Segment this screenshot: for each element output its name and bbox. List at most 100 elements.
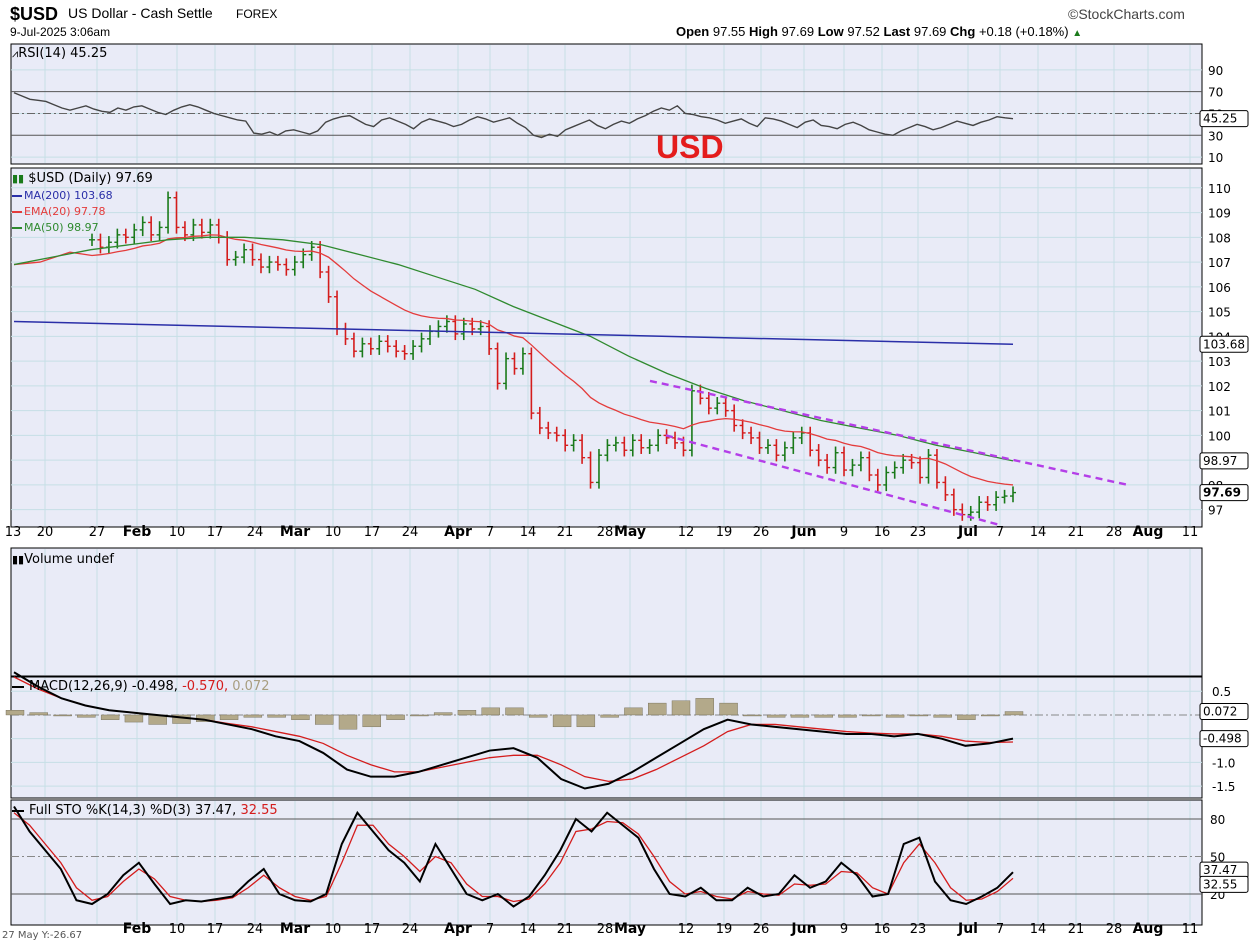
macd-hist-bar-38	[909, 714, 929, 717]
ma50-line	[13, 236, 1014, 462]
macd-marker-1-box	[1199, 730, 1249, 748]
panel-bg-price	[10, 167, 1203, 528]
panel-bg-macd	[10, 676, 1203, 799]
macd-hist-bar-21	[505, 707, 524, 716]
rsi-label: ⩘RSI(14) 45.25	[12, 46, 108, 61]
macd-hist-bar-27	[648, 702, 667, 716]
macd-hist-bar-34	[814, 714, 833, 718]
legend-ma50: MA(50) 98.97	[12, 220, 113, 236]
macd-hist-bar-29	[695, 698, 714, 716]
macd-hist-bar-37	[885, 714, 905, 718]
ohlc-readout: Open 97.55 High 97.69 Low 97.52 Last 97.…	[676, 24, 1082, 39]
macd-hist-bar-11	[267, 714, 286, 718]
x-label-0-10: 24	[402, 525, 419, 540]
macd-hist-bar-33	[790, 714, 810, 718]
macd-tick-0: 0.5	[1212, 685, 1231, 699]
x-label-1-17: 12	[678, 922, 695, 937]
rsi-last-marker: 45.25	[1203, 112, 1237, 126]
sto-marker-0: 37.47	[1203, 863, 1237, 877]
trendline-upper	[649, 379, 1129, 487]
rsi-tick-70: 70	[1208, 86, 1223, 100]
x-label-0-19: 26	[753, 525, 770, 540]
price-marker-2: 97.69	[1203, 486, 1241, 500]
x-label-1-9: 17	[364, 922, 381, 937]
legend-ema20-text: EMA(20) 97.78	[24, 205, 106, 218]
candles-icon: ▮▮	[12, 172, 25, 185]
x-label-0-13: 14	[520, 525, 537, 540]
corner-note: 27 May Y:-26.67	[2, 930, 83, 941]
price-tick-102: 102	[1208, 380, 1231, 394]
symbol-ticker: $USD	[10, 4, 59, 24]
x-label-0-26: 14	[1030, 525, 1047, 540]
price-tick-97: 97	[1208, 504, 1223, 518]
macd-hist-bar-36	[862, 714, 881, 717]
macd-marker-0-box	[1199, 703, 1249, 721]
price-tick-107: 107	[1208, 256, 1231, 270]
x-label-1-10: 24	[402, 922, 419, 937]
x-label-0-21: 9	[840, 525, 848, 540]
rsi-label-text: RSI(14) 45.25	[18, 46, 108, 61]
sto-marker-1: 32.55	[1203, 877, 1237, 891]
legend-ma200-text: MA(200) 103.68	[24, 189, 113, 202]
macd-hist-bar-10	[243, 714, 263, 718]
x-label-0-6: 24	[247, 525, 264, 540]
sto-k-line	[13, 805, 1014, 908]
x-label-0-9: 17	[364, 525, 381, 540]
macd-hist-bar-1	[29, 712, 48, 716]
rsi-last-marker-box	[1199, 110, 1249, 128]
low-label: Low	[817, 24, 844, 39]
macd-hist-bar-26	[624, 707, 643, 716]
change-value: +0.18 (+0.18%)	[978, 24, 1069, 39]
sto-tick-80: 80	[1210, 813, 1225, 827]
x-label-0-1: 20	[37, 525, 54, 540]
price-tick-103: 103	[1208, 355, 1231, 369]
macd-signal-value: -0.570,	[182, 679, 229, 694]
x-label-1-14: 21	[557, 922, 574, 937]
x-label-1-19: 26	[753, 922, 770, 937]
macd-hist-bar-32	[766, 714, 786, 718]
macd-hist-bar-25	[600, 714, 619, 718]
x-label-0-23: 23	[910, 525, 927, 540]
macd-hist-bar-13	[315, 714, 334, 725]
low-value: 97.52	[847, 24, 880, 39]
macd-hist-bar-39	[933, 714, 952, 718]
open-label: Open	[676, 24, 710, 39]
x-label-1-16: May	[614, 921, 646, 937]
sto-marker-1-box	[1199, 875, 1249, 893]
x-label-0-7: Mar	[280, 524, 310, 540]
x-label-1-8: 10	[325, 922, 342, 937]
panel-bg-rsi	[10, 43, 1203, 165]
x-label-0-4: 10	[169, 525, 186, 540]
high-label: High	[749, 24, 778, 39]
x-label-1-27: 21	[1068, 922, 1085, 937]
x-label-1-21: 9	[840, 922, 848, 937]
exchange-label: FOREX	[236, 7, 278, 21]
price-marker-1-box	[1199, 452, 1249, 470]
macd-marker-0: 0.072	[1203, 705, 1237, 719]
price-tick-105: 105	[1208, 306, 1231, 320]
x-label-1-28: 28	[1106, 922, 1123, 937]
macd-marker-1: -0.498	[1203, 732, 1242, 746]
price-tick-110: 110	[1208, 182, 1231, 196]
sto-tick-50: 50	[1210, 851, 1225, 865]
x-label-0-20: Jun	[790, 524, 816, 540]
x-label-1-20: Jun	[790, 921, 816, 937]
rsi-tick-30: 30	[1208, 129, 1223, 143]
macd-hist-bar-23	[552, 714, 572, 728]
macd-hist-bar-41	[981, 714, 1000, 717]
price-tick-106: 106	[1208, 281, 1231, 295]
macd-label: MACD(12,26,9) -0.498, -0.570, 0.072	[12, 679, 269, 694]
macd-tick-3: -1.5	[1212, 780, 1235, 794]
price-marker-0: 103.68	[1203, 337, 1245, 351]
macd-hist-bar-20	[481, 707, 500, 716]
x-label-0-30: 11	[1182, 525, 1199, 540]
x-label-0-5: 17	[207, 525, 224, 540]
macd-hist-bar-35	[838, 714, 857, 718]
ma200-line	[13, 320, 1014, 346]
x-label-1-18: 19	[716, 922, 733, 937]
x-label-0-29: Aug	[1133, 524, 1164, 540]
volume-bars-icon: ▮▮	[12, 553, 25, 566]
x-label-1-13: 14	[520, 922, 537, 937]
x-label-0-14: 21	[557, 525, 574, 540]
